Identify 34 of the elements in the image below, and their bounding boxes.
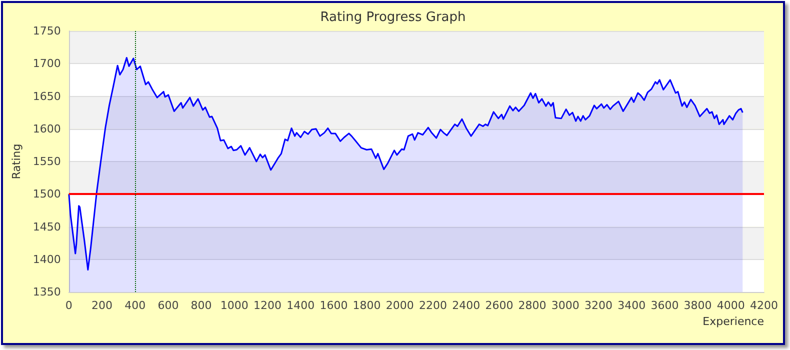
x-tick-label: 3600: [650, 299, 679, 312]
x-tick-label: 1800: [352, 299, 381, 312]
x-tick-label: 400: [124, 299, 146, 312]
y-tick-label: 1350: [32, 286, 61, 298]
y-tick-label: 1450: [32, 220, 61, 234]
x-tick-label: 200: [91, 299, 112, 312]
y-tick-label: 1550: [32, 155, 61, 168]
y-tick-label: 1500: [32, 188, 61, 201]
x-tick-label: 2600: [485, 299, 514, 312]
x-tick-label: 3200: [584, 299, 612, 312]
y-tick-label: 1750: [32, 24, 61, 38]
x-tick-label: 1400: [286, 299, 315, 312]
y-tick-label: 1600: [32, 122, 61, 136]
y-axis-title: Rating: [10, 144, 23, 180]
x-tick-label: 600: [158, 299, 179, 312]
x-tick-label: 2800: [518, 299, 546, 312]
y-tick-label: 1400: [32, 252, 61, 266]
x-tick-label: 2000: [386, 299, 414, 312]
x-tick-label: 1200: [253, 299, 282, 312]
x-tick-label: 3000: [551, 299, 580, 312]
x-tick-label: 1600: [320, 299, 348, 312]
x-tick-label: 3800: [684, 299, 712, 312]
chart-title: Rating Progress Graph: [320, 10, 466, 25]
x-tick-label: 2200: [418, 299, 447, 312]
x-axis-title: Experience: [702, 315, 764, 328]
x-tick-label: 800: [190, 299, 212, 312]
y-tick-label: 1650: [32, 90, 61, 103]
x-tick-label: 2400: [452, 299, 480, 312]
x-tick-label: 4200: [750, 299, 778, 312]
x-tick-label: 4000: [716, 299, 745, 312]
y-tick-label: 1700: [32, 57, 61, 70]
x-tick-label: 1000: [220, 299, 248, 312]
x-tick-label: 3400: [618, 299, 646, 312]
x-tick-label: 0: [65, 299, 72, 312]
